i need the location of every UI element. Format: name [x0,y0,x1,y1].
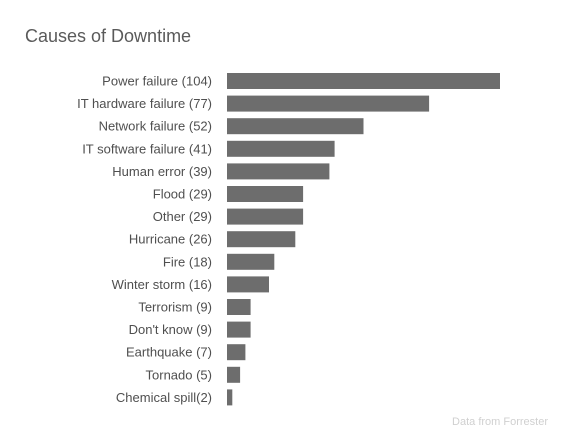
category-label-other: Other (29) [153,209,212,224]
category-labels: Power failure (104) IT hardware failure (… [77,74,212,405]
category-label-flood: Flood (29) [153,187,212,202]
bar-tornado [227,366,241,383]
category-label-human-error: Human error (39) [112,164,212,179]
category-label-fire: Fire (18) [163,254,212,269]
bar-don-t-know [227,321,251,338]
bar-chemical-spill [227,389,233,406]
source-note: Data from Forrester [452,416,548,428]
category-label-tornado: Tornado (5) [146,367,212,382]
chart-title: Causes of Downtime [25,26,192,46]
category-label-it-hardware-failure: IT hardware failure (77) [77,96,212,111]
bar-it-hardware-failure [227,95,430,112]
bars [227,73,500,406]
bar-fire [227,253,275,270]
category-label-power-failure: Power failure (104) [102,74,212,89]
bar-winter-storm [227,276,269,293]
bar-flood [227,186,304,202]
bar-other [227,208,304,225]
category-label-it-software-failure: IT software failure (41) [82,141,212,156]
category-label-chemical-spill: Chemical spill(2) [116,390,212,405]
bar-it-software-failure [227,140,335,157]
category-label-network-failure: Network failure (52) [99,119,212,134]
bar-network-failure [227,118,364,135]
bar-terrorism [227,299,251,315]
bar-power-failure [227,73,500,89]
category-label-winter-storm: Winter storm (16) [112,277,212,292]
category-label-terrorism: Terrorism (9) [138,300,212,315]
bar-human-error [227,163,330,180]
category-label-don-t-know: Don't know (9) [129,322,212,337]
bar-earthquake [227,344,246,361]
bar-hurricane [227,231,296,248]
category-label-earthquake: Earthquake (7) [126,345,212,360]
category-label-hurricane: Hurricane (26) [129,232,212,247]
